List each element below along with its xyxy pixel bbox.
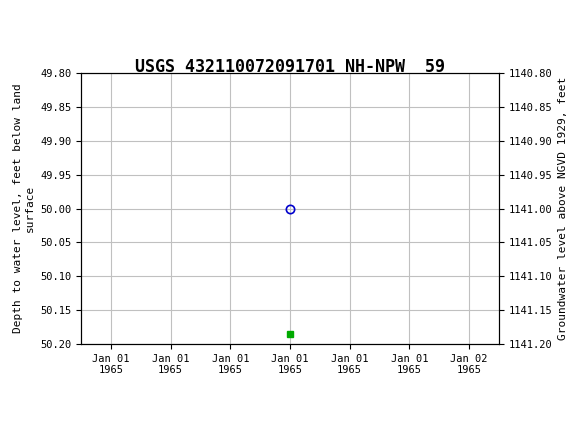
Y-axis label: Groundwater level above NGVD 1929, feet: Groundwater level above NGVD 1929, feet — [558, 77, 568, 340]
Text: USGS 432110072091701 NH-NPW  59: USGS 432110072091701 NH-NPW 59 — [135, 58, 445, 76]
Y-axis label: Depth to water level, feet below land
surface: Depth to water level, feet below land su… — [13, 84, 35, 333]
Text: USGS: USGS — [58, 16, 122, 36]
